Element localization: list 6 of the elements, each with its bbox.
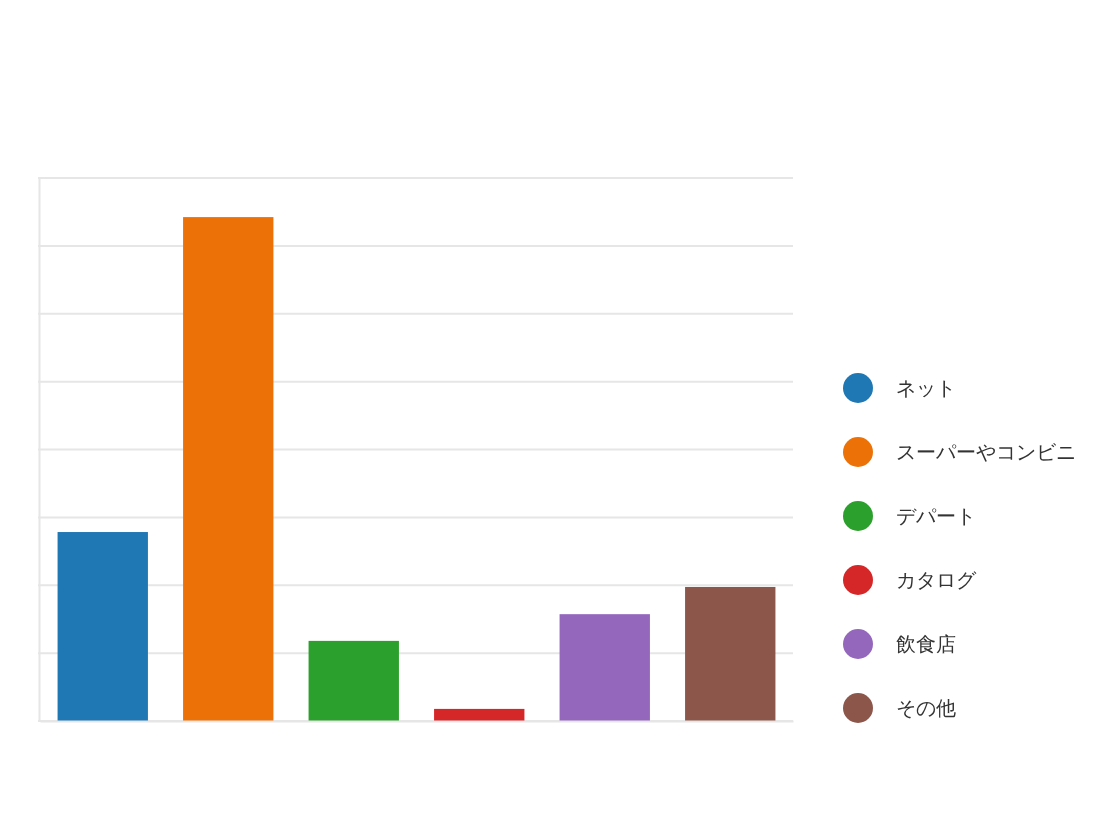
legend-label: その他 [896,696,956,720]
legend-label: ネット [896,376,956,400]
legend-label: デパート [896,504,976,528]
legend-label: スーパーやコンビニ [896,440,1076,464]
legend-label: 飲食店 [896,632,956,656]
legend-label: カタログ [896,568,977,592]
